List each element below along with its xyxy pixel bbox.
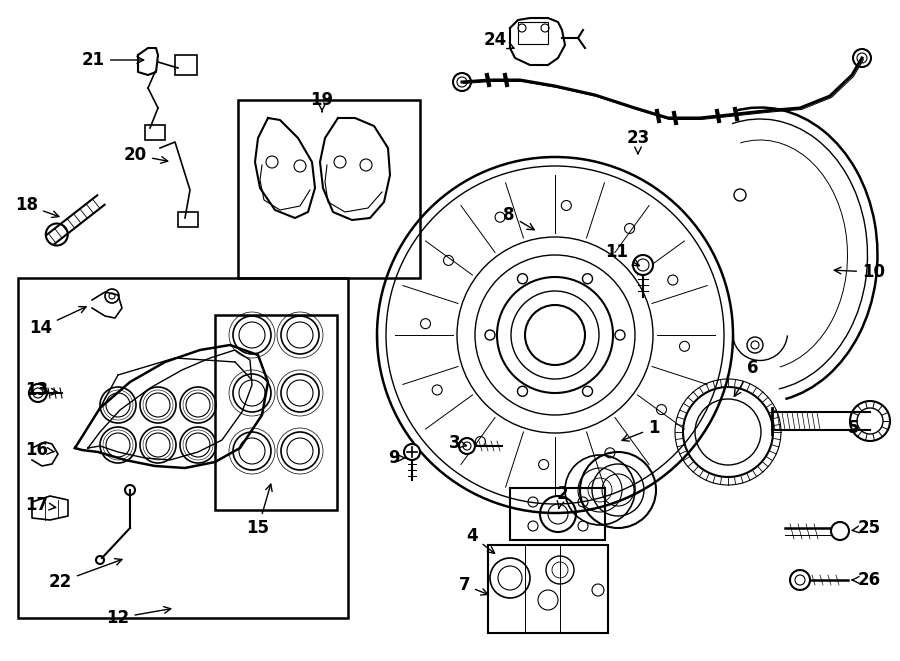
Text: 19: 19 bbox=[310, 91, 334, 112]
Text: 24: 24 bbox=[484, 31, 514, 49]
Text: 9: 9 bbox=[389, 449, 406, 467]
Circle shape bbox=[831, 522, 849, 540]
Text: 11: 11 bbox=[605, 243, 639, 266]
Text: 2: 2 bbox=[556, 485, 568, 508]
Bar bbox=[18, 278, 348, 618]
Circle shape bbox=[459, 438, 475, 454]
Text: 5: 5 bbox=[848, 419, 860, 437]
Text: 14: 14 bbox=[29, 307, 86, 337]
Text: 12: 12 bbox=[106, 607, 171, 627]
Text: 3: 3 bbox=[448, 434, 466, 452]
Text: 20: 20 bbox=[124, 146, 167, 164]
Text: 22: 22 bbox=[49, 559, 122, 591]
Circle shape bbox=[404, 444, 420, 460]
Text: 15: 15 bbox=[247, 484, 272, 537]
Text: 16: 16 bbox=[25, 441, 54, 459]
Text: 17: 17 bbox=[25, 496, 56, 514]
Text: 10: 10 bbox=[834, 263, 885, 281]
Circle shape bbox=[633, 255, 653, 275]
Bar bbox=[238, 100, 420, 278]
Bar bbox=[178, 212, 198, 227]
Text: 23: 23 bbox=[626, 129, 650, 154]
Text: 25: 25 bbox=[852, 519, 881, 537]
Text: 7: 7 bbox=[458, 576, 488, 595]
Text: 6: 6 bbox=[734, 359, 758, 397]
Text: 21: 21 bbox=[82, 51, 144, 69]
Bar bbox=[145, 125, 165, 140]
Bar bbox=[510, 488, 605, 540]
Text: 1: 1 bbox=[622, 419, 660, 441]
Circle shape bbox=[790, 570, 810, 590]
Bar bbox=[518, 22, 548, 44]
Text: 18: 18 bbox=[15, 196, 58, 217]
Text: 4: 4 bbox=[466, 527, 495, 553]
Bar bbox=[488, 545, 608, 633]
Text: 13: 13 bbox=[25, 381, 58, 399]
Text: 26: 26 bbox=[852, 571, 881, 589]
Bar bbox=[215, 315, 337, 510]
Text: 8: 8 bbox=[503, 206, 535, 230]
Bar bbox=[175, 55, 197, 75]
